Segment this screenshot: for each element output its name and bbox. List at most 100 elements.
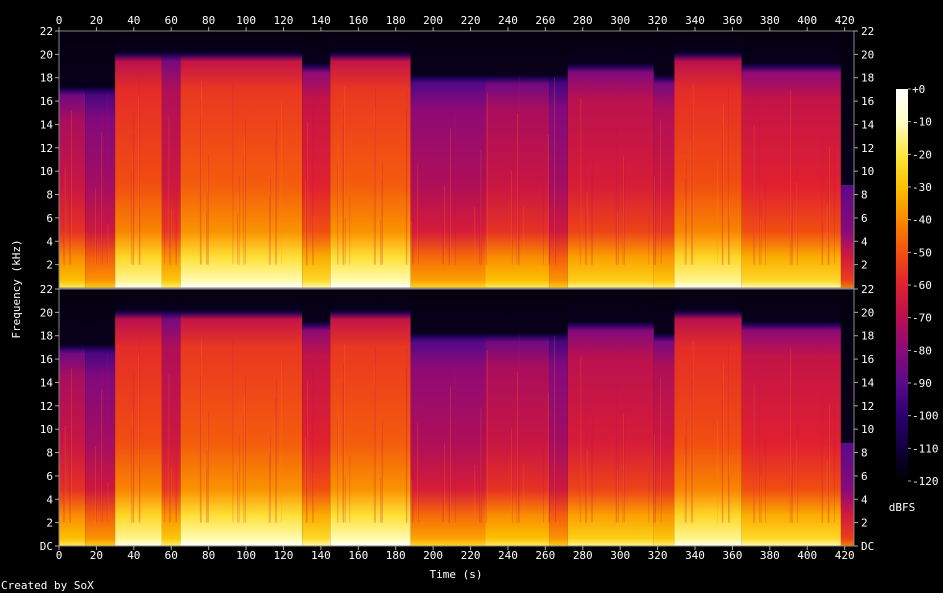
spectrogram-segment bbox=[180, 31, 303, 288]
spectrogram-segment bbox=[330, 289, 411, 546]
y-tick-label-right: 22 bbox=[861, 25, 874, 38]
x-tick-label-top: 320 bbox=[648, 14, 668, 27]
x-tick-label-bottom: 20 bbox=[90, 549, 103, 562]
plot-frame bbox=[58, 30, 855, 289]
spectrogram-segment bbox=[59, 289, 86, 546]
y-tick-label-right: 20 bbox=[861, 306, 874, 319]
spectrogram-segment bbox=[653, 289, 675, 546]
x-tick-label-top: 380 bbox=[760, 14, 780, 27]
spectrogram-segment bbox=[741, 289, 841, 546]
x-tick-label-top: 40 bbox=[127, 14, 140, 27]
y-tick-label-left: 2 bbox=[46, 259, 53, 272]
colorbar-tick-label: -70 bbox=[912, 312, 932, 325]
x-tick-label-bottom: 40 bbox=[127, 549, 140, 562]
spectrogram-segment bbox=[302, 289, 331, 546]
colorbar-tick-label: -60 bbox=[912, 279, 932, 292]
spectrogram-segment bbox=[674, 289, 742, 546]
channel-2-spectrogram bbox=[58, 288, 855, 547]
spectrogram-segment bbox=[410, 31, 486, 288]
x-tick-label-top: 360 bbox=[722, 14, 742, 27]
colorbar-tick-label: -30 bbox=[912, 181, 932, 194]
x-tick-label-bottom: 160 bbox=[348, 549, 368, 562]
x-tick-label-bottom: 380 bbox=[760, 549, 780, 562]
spectrogram-segment bbox=[485, 31, 550, 288]
y-tick-label-left: 18 bbox=[40, 330, 53, 343]
spectrogram-segment bbox=[410, 289, 486, 546]
y-tick-label-left: 12 bbox=[40, 142, 53, 155]
y-tick-label-left: 16 bbox=[40, 353, 53, 366]
x-tick-label-top: 240 bbox=[498, 14, 518, 27]
x-tick-label-top: 60 bbox=[165, 14, 178, 27]
x-tick-label-bottom: 280 bbox=[573, 549, 593, 562]
credit-text: Created by SoX bbox=[1, 579, 94, 592]
x-tick-label-bottom: 200 bbox=[423, 549, 443, 562]
spectrogram-segment bbox=[180, 289, 303, 546]
y-tick-label-right: 14 bbox=[861, 118, 875, 131]
x-tick-label-top: 200 bbox=[423, 14, 443, 27]
x-tick-label-bottom: 320 bbox=[648, 549, 668, 562]
spectrogram-segment bbox=[115, 289, 162, 546]
colorbar-tick-label: +0 bbox=[912, 83, 925, 96]
spectrogram-texture bbox=[58, 75, 835, 265]
colorbar-tick-label: -80 bbox=[912, 344, 932, 357]
x-tick-label-top: 0 bbox=[56, 14, 63, 27]
y-tick-label-right: 4 bbox=[861, 235, 868, 248]
x-tick-label-bottom: 140 bbox=[311, 549, 331, 562]
x-tick-label-top: 80 bbox=[202, 14, 215, 27]
y-tick-label-right: DC bbox=[861, 540, 874, 553]
spectrogram-segment bbox=[549, 289, 568, 546]
y-tick-label-left: 20 bbox=[40, 306, 53, 319]
x-tick-label-bottom: 400 bbox=[797, 549, 817, 562]
x-tick-label-bottom: 100 bbox=[236, 549, 256, 562]
x-tick-label-top: 160 bbox=[348, 14, 368, 27]
y-tick-label-left: 22 bbox=[40, 283, 53, 296]
x-tick-label-bottom: 340 bbox=[685, 549, 705, 562]
x-tick-label-bottom: 240 bbox=[498, 549, 518, 562]
spectrogram-segment bbox=[330, 31, 411, 288]
colorbar-tick-label: -50 bbox=[912, 246, 932, 259]
spectrogram-segment bbox=[549, 31, 568, 288]
y-tick-label-right: 2 bbox=[861, 259, 868, 272]
y-tick-label-left: 10 bbox=[40, 165, 53, 178]
x-tick-label-top: 300 bbox=[610, 14, 630, 27]
colorbar-tick-label: -120 bbox=[912, 475, 939, 488]
x-tick-label-top: 20 bbox=[90, 14, 103, 27]
colorbar-tick-label: -10 bbox=[912, 116, 932, 129]
y-tick-label-right: 18 bbox=[861, 72, 874, 85]
y-tick-label-right: 16 bbox=[861, 95, 874, 108]
x-tick-label-top: 180 bbox=[386, 14, 406, 27]
y-tick-label-left: 18 bbox=[40, 72, 53, 85]
y-tick-label-left: 8 bbox=[46, 189, 53, 202]
x-tick-label-bottom: 220 bbox=[461, 549, 481, 562]
y-tick-label-right: 12 bbox=[861, 400, 874, 413]
y-tick-label-right: 20 bbox=[861, 48, 874, 61]
colorbar-tick-label: -100 bbox=[912, 410, 939, 423]
y-tick-label-left: 8 bbox=[46, 447, 53, 460]
y-tick-label-right: 10 bbox=[861, 423, 874, 436]
spectrogram-texture bbox=[58, 333, 835, 523]
channel-1-spectrogram bbox=[58, 30, 855, 289]
y-tick-label-left: 16 bbox=[40, 95, 53, 108]
y-axis-label: Frequency (kHz) bbox=[10, 239, 23, 338]
spectrogram-segment bbox=[85, 289, 116, 546]
x-tick-label-bottom: 60 bbox=[165, 549, 178, 562]
y-tick-label-right: 16 bbox=[861, 353, 874, 366]
x-tick-label-bottom: 180 bbox=[386, 549, 406, 562]
x-axis-label: Time (s) bbox=[430, 568, 483, 581]
y-tick-label-left: 2 bbox=[46, 517, 53, 530]
x-tick-label-bottom: 0 bbox=[56, 549, 63, 562]
y-tick-label-left: 22 bbox=[40, 25, 53, 38]
spectrogram-segment bbox=[840, 289, 854, 546]
spectrogram-segment bbox=[567, 31, 654, 288]
x-tick-label-top: 220 bbox=[461, 14, 481, 27]
y-tick-label-left: 6 bbox=[46, 470, 53, 483]
y-tick-label-right: 8 bbox=[861, 447, 868, 460]
y-tick-label-left: 20 bbox=[40, 48, 53, 61]
spectrogram-segment bbox=[85, 31, 116, 288]
x-tick-label-bottom: 360 bbox=[722, 549, 742, 562]
y-tick-label-left: 12 bbox=[40, 400, 53, 413]
x-tick-label-bottom: 420 bbox=[835, 549, 855, 562]
x-tick-label-bottom: 80 bbox=[202, 549, 215, 562]
y-tick-label-right: 8 bbox=[861, 189, 868, 202]
